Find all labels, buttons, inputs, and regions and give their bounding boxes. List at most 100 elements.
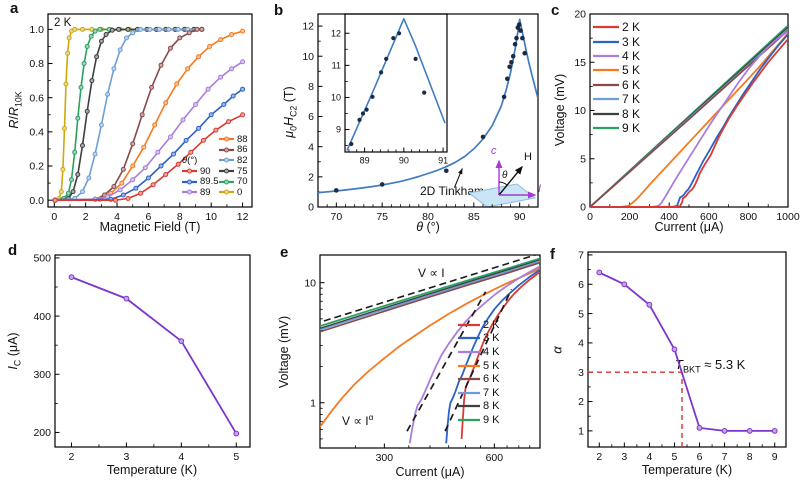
series-4K [408,265,540,444]
marker [147,26,153,32]
x-tick-label: 0 [51,211,57,223]
marker [240,112,246,118]
legend-label: 2 K [483,318,500,331]
marker [109,27,115,33]
legend-item: 5 K [593,63,640,77]
y-tick-label: 6 [578,279,584,291]
y-tick-label: 8 [308,81,314,93]
panel-a: a 2 K R/R10K Magnetic Field (T) 0 2 4 6 8 10 1… [0,0,268,240]
legend-item: 7 K [458,386,500,400]
x-tick-label: 400 [660,211,678,223]
legend-label: 6 K [622,77,641,92]
x-tick-label: 200 [621,211,639,223]
x-tick-label: 4 [114,211,120,223]
x-tick-label: 2 [83,211,89,223]
legend-item: 9 K [593,121,640,135]
marker [199,26,205,32]
x-tick-label: 3 [123,451,129,463]
marker [721,428,728,434]
panel-label-a: a [10,0,19,17]
marker [105,91,111,97]
y-tick-label: 11 [332,60,341,70]
marker [92,28,98,34]
x-tick-label: 2 [69,451,75,463]
legend-item: 88 [219,134,248,145]
marker [205,86,211,92]
x-tick-label: 8 [177,211,183,223]
y-tick-label: 12 [331,28,341,38]
marker [178,338,185,344]
y-tick-label: 5 [580,153,586,165]
axis-title-x-a: Magnetic Field (T) [99,220,201,234]
marker [72,26,78,32]
marker [98,122,104,128]
y-tick-label: 10 [574,105,586,117]
marker [142,165,148,171]
legend-label: 3 K [622,34,641,49]
marker [84,108,90,114]
series-7K [320,260,540,331]
axis-title-x-b: θ (°) [416,220,440,234]
chart-b: 70 75 80 85 90 0 2 4 6 8 10 12 [302,13,539,223]
panel-d: d IC (μA) Temperature (K) 2 3 4 5 200 300 400 5… [0,240,268,485]
x-tick-label: 300 [376,452,394,464]
legend-item: 75 [219,166,248,177]
x-tick-label: 5 [233,451,239,463]
marker [98,38,104,44]
legend-label: 3 K [483,332,500,345]
marker [123,295,130,302]
marker [111,66,117,72]
legend-label: 82 [237,154,248,166]
marker [125,26,131,32]
marker [218,74,224,80]
data-point [391,36,396,41]
marker [230,93,236,99]
marker [163,100,169,106]
y-tick-label: 0.0 [29,195,44,207]
y-tick-label: 9 [336,125,341,135]
marker [240,59,246,65]
marker [111,184,117,189]
chart-bi: 89 90 91 9 10 11 12 [325,4,475,186]
series-Ic [71,276,238,435]
y-tick-label: 10 [302,51,314,63]
marker [66,35,72,41]
marker [92,151,98,157]
x-tick-label: 3 [621,451,627,463]
x-tick-label: 5 [672,451,678,463]
series-guide-alpha-1 [406,291,487,432]
axis-title-x-d: Temperature (K) [106,463,198,477]
series-6K [320,261,540,333]
marker [124,35,129,41]
marker [240,28,246,34]
marker [150,182,156,188]
theta-angle-arc [498,181,508,186]
legend-item: 2 K [458,318,500,332]
legend-item: 5 K [458,359,500,373]
marker [72,149,78,155]
marker [646,301,653,308]
legend-label: 9 K [483,413,500,426]
data-point [518,28,523,33]
marker [141,144,147,150]
marker [88,33,94,39]
legend-item: 82 [219,155,248,166]
data-point [360,111,366,116]
panel-label-d: d [8,242,18,259]
marker [149,84,155,90]
legend-label: 88 [237,133,248,145]
legend-label: 5 K [622,63,641,78]
y-tick-label: 3 [578,367,584,379]
series-4K [590,30,788,207]
series-alpha [598,271,775,432]
marker [696,425,703,431]
data-point [510,53,516,59]
legend-label: 89 [200,186,211,198]
field-angle-schematic: c H θ I [455,143,547,215]
axis-title-x-f: Temperature (K) [641,463,733,477]
legend-label: 89.5 [200,176,219,188]
chart-d: 2 3 4 5 200 300 400 500 [33,253,251,463]
